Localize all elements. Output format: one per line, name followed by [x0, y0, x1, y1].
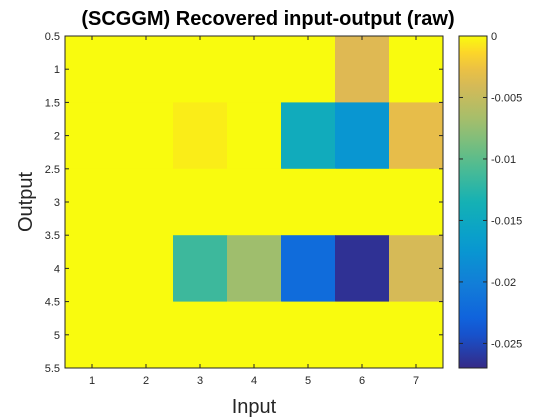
colorbar-tick-label: -0.005 [491, 92, 522, 104]
heatmap-cell [173, 102, 228, 170]
x-tick-label: 2 [143, 375, 149, 387]
colorbar-gradient [459, 36, 487, 368]
heatmap-cell [281, 301, 336, 369]
x-tick-label: 4 [251, 375, 257, 387]
heatmap-cell [281, 36, 336, 103]
heatmap-cell [227, 301, 282, 369]
heatmap-cell [173, 235, 228, 303]
heatmap-cell [119, 36, 174, 103]
colorbar-tick-label: 0 [491, 31, 497, 43]
heatmap-cell [227, 102, 282, 170]
x-tick-label: 5 [305, 375, 311, 387]
heatmap-cell [281, 102, 336, 170]
colorbar: 0 -0.005 -0.01 -0.015 -0.02 -0.025 [458, 31, 522, 369]
heatmap-cell [65, 235, 120, 303]
heatmap-cell [389, 301, 444, 369]
x-tick-label: 7 [413, 375, 419, 387]
heatmap-cell [389, 235, 444, 303]
x-tick-label: 6 [359, 375, 365, 387]
y-axis-label: Output [15, 172, 37, 232]
heatmap-cell [119, 235, 174, 303]
x-axis-label: Input [232, 396, 277, 418]
colorbar-frame [458, 35, 488, 369]
y-axis-ticks: 0.5 1 1.5 2 2.5 3 3.5 4 4.5 5 5.5 [45, 31, 443, 375]
heatmap-cell [335, 168, 390, 236]
heatmap-cell [389, 168, 444, 236]
heatmap-cell [389, 36, 444, 103]
y-tick-label: 3 [54, 197, 60, 209]
x-tick-label: 1 [89, 375, 95, 387]
y-tick-label: 5.5 [45, 363, 60, 375]
colorbar-tick-label: -0.025 [491, 338, 522, 350]
heatmap-cell [119, 102, 174, 170]
chart-title: (SCGGM) Recovered input-output (raw) [81, 8, 454, 30]
heatmap-cell [281, 235, 336, 303]
y-tick-label: 3.5 [45, 230, 60, 242]
y-tick-label: 5 [54, 330, 60, 342]
heatmap-cell [335, 301, 390, 369]
heatmap-cell [335, 36, 390, 103]
heatmap-cell [281, 168, 336, 236]
y-tick-label: 1 [54, 64, 60, 76]
heatmap-cell [389, 102, 444, 170]
heatmap-cell [335, 235, 390, 303]
colorbar-tick-label: -0.015 [491, 215, 522, 227]
heatmap-cell [65, 102, 120, 170]
heatmap-cell [65, 301, 120, 369]
y-tick-label: 4.5 [45, 297, 60, 309]
x-axis-ticks: 1 2 3 4 5 6 7 [89, 36, 419, 387]
heatmap-cell [227, 36, 282, 103]
y-tick-label: 4 [54, 263, 60, 275]
colorbar-tick-label: -0.02 [491, 277, 516, 289]
heatmap-cell [227, 168, 282, 236]
heatmap-cell [65, 36, 120, 103]
heatmap-cell [335, 102, 390, 170]
y-tick-label: 2 [54, 131, 60, 143]
heatmap-cell [173, 301, 228, 369]
y-tick-label: 2.5 [45, 164, 60, 176]
y-tick-label: 1.5 [45, 97, 60, 109]
heatmap-cells [65, 36, 444, 369]
heatmap-cell [173, 36, 228, 103]
heatmap-cell [227, 235, 282, 303]
x-tick-label: 3 [197, 375, 203, 387]
heatmap-cell [119, 301, 174, 369]
heatmap-cell [119, 168, 174, 236]
colorbar-tick-label: -0.01 [491, 154, 516, 166]
y-tick-label: 0.5 [45, 31, 60, 43]
heatmap-cell [173, 168, 228, 236]
heatmap-cell [65, 168, 120, 236]
